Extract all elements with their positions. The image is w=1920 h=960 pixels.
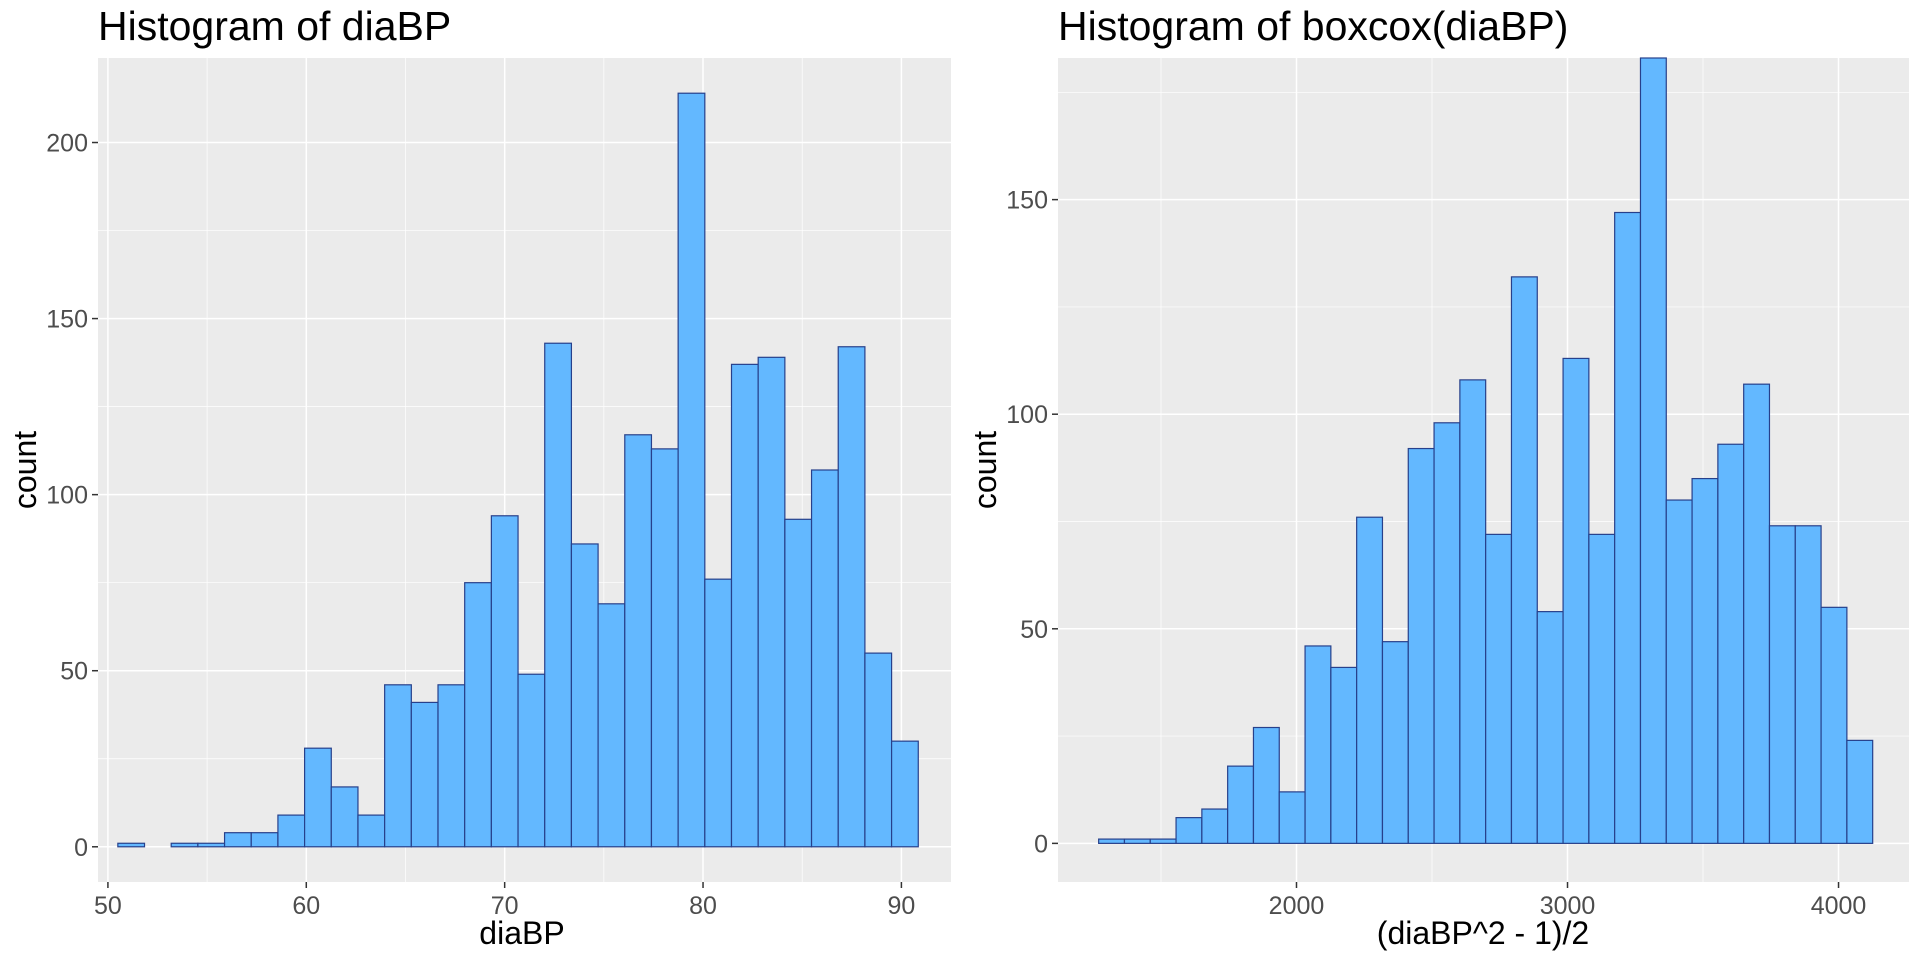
- histogram-bar: [490, 515, 519, 848]
- histogram-bar: [1459, 379, 1487, 844]
- histogram-bar: [570, 543, 599, 848]
- histogram-bar: [1356, 516, 1384, 844]
- histogram-bar: [357, 814, 386, 848]
- x-tick-label: 4000: [1811, 892, 1867, 920]
- histogram-bar: [1768, 525, 1796, 844]
- histogram-bar: [1536, 611, 1564, 844]
- histogram-bar: [1820, 606, 1848, 844]
- x-axis-label: diaBP: [479, 915, 564, 951]
- histogram-bar: [544, 342, 573, 848]
- histogram-bar: [384, 684, 412, 848]
- x-tick-label: 90: [888, 892, 916, 920]
- histogram-bar: [1227, 765, 1255, 844]
- y-tick-label: 0: [74, 834, 88, 862]
- histogram-bar: [597, 603, 626, 848]
- histogram-bar: [1665, 499, 1693, 844]
- x-tick-label: 3000: [1540, 892, 1596, 920]
- histogram-bar: [650, 448, 679, 848]
- y-tick-label: 200: [46, 130, 88, 158]
- histogram-bar: [1304, 645, 1332, 844]
- histogram-bar: [250, 832, 279, 848]
- histogram-bar: [1149, 838, 1177, 844]
- x-tick-label: 80: [689, 892, 717, 920]
- histogram-bar: [864, 652, 893, 848]
- y-tick-label: 100: [1006, 401, 1048, 429]
- histogram-bar: [677, 92, 706, 848]
- y-tick-label: 100: [46, 482, 88, 510]
- histogram-bar: [1381, 641, 1409, 844]
- histogram-bar: [410, 701, 439, 848]
- histogram-bar: [704, 578, 733, 848]
- x-tick-label: 60: [292, 892, 320, 920]
- x-tick-label: 50: [94, 892, 122, 920]
- histogram-bar: [890, 740, 919, 848]
- histogram-bar: [730, 363, 759, 848]
- histogram-bar: [170, 842, 199, 848]
- chart-title: Histogram of boxcox(diaBP): [1058, 3, 1568, 49]
- y-axis-label: count: [7, 431, 43, 509]
- histogram-bar: [784, 518, 813, 848]
- histogram-boxcox-panel: 2000 3000 4000 0 50 100 150 Histogram of boxco…: [967, 3, 1909, 951]
- histogram-bar: [464, 582, 492, 848]
- chart-title: Histogram of diaBP: [98, 3, 451, 49]
- histogram-bar: [330, 786, 359, 848]
- histogram-bar: [1614, 211, 1642, 844]
- histogram-bar: [1201, 808, 1229, 844]
- histogram-bar: [1794, 525, 1822, 844]
- histogram-bar: [1485, 533, 1513, 844]
- histogram-bar: [1175, 817, 1203, 844]
- y-tick-label: 0: [1034, 830, 1048, 858]
- y-axis-label: count: [967, 431, 1003, 509]
- histogram-bar: [837, 346, 866, 848]
- histogram-bar: [117, 842, 146, 848]
- histogram-bar: [304, 747, 332, 848]
- histogram-bar: [1098, 838, 1126, 844]
- x-axis-label: (diaBP^2 - 1)/2: [1377, 915, 1589, 951]
- histogram-bar: [1123, 838, 1151, 844]
- histogram-bar: [810, 469, 839, 848]
- histogram-bar: [1433, 422, 1461, 844]
- x-tick-label: 2000: [1269, 892, 1325, 920]
- histogram-bar: [437, 684, 466, 848]
- histogram-bar: [1639, 57, 1667, 844]
- histogram-diabp-panel: 50 60 70 80 90 0 50 100 150 200 Histogram of diaB…: [7, 3, 951, 951]
- histogram-bar: [277, 814, 306, 848]
- histogram-bar: [757, 356, 786, 848]
- histogram-bar: [1743, 383, 1771, 844]
- y-tick-label: 150: [46, 306, 88, 334]
- histogram-bar: [1330, 666, 1358, 844]
- histogram-bar: [1407, 447, 1435, 844]
- histogram-bar: [197, 842, 226, 848]
- histogram-bar: [1278, 791, 1306, 844]
- histogram-bar: [1562, 357, 1590, 844]
- histogram-bar: [1846, 739, 1874, 844]
- histogram-bar: [624, 434, 653, 848]
- y-tick-label: 50: [1020, 616, 1048, 644]
- histogram-bar: [1717, 443, 1745, 844]
- histogram-bar: [1252, 726, 1280, 844]
- y-tick-label: 50: [60, 658, 88, 686]
- x-tick-label: 70: [491, 892, 519, 920]
- histogram-bar: [1510, 276, 1538, 844]
- histogram-bar: [517, 673, 546, 848]
- histogram-bar: [1691, 477, 1719, 844]
- y-tick-label: 150: [1006, 187, 1048, 215]
- histogram-bar: [1588, 533, 1616, 844]
- histogram-bar: [223, 832, 252, 848]
